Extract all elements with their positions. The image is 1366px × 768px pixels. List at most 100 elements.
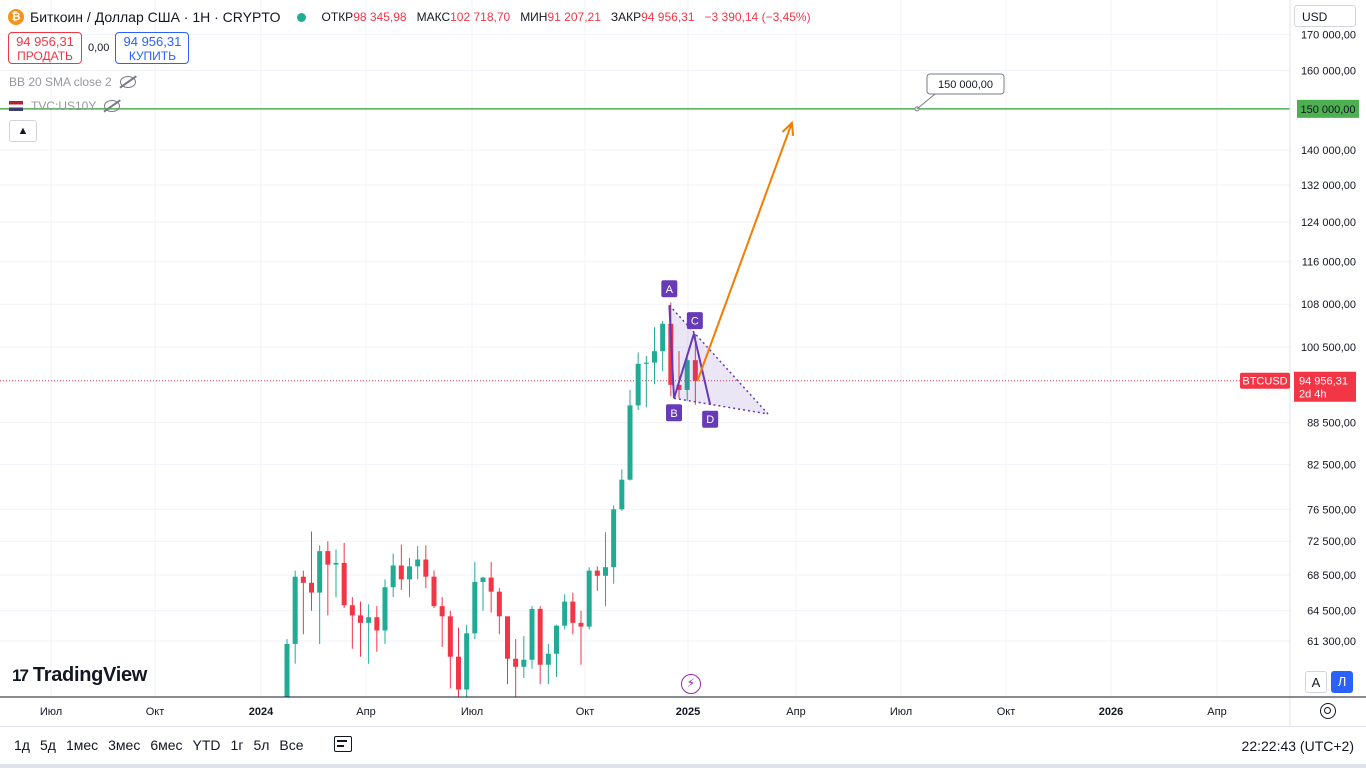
candle-body [472, 581, 478, 634]
currency-select[interactable]: USD [1294, 5, 1356, 27]
sell-button[interactable]: 94 956,31 ПРОДАТЬ [8, 32, 82, 64]
y-tick-label: 116 000,00 [1302, 257, 1356, 269]
candle [407, 557, 412, 598]
candle [570, 592, 576, 635]
ohlc-values: ОТКР98 345,98 МАКС102 718,70 МИН91 207,2… [321, 10, 811, 24]
buy-button[interactable]: 94 956,31 КУПИТЬ [115, 32, 190, 64]
y-tick-label: 88 500,00 [1307, 418, 1356, 430]
range-1y[interactable]: 1г [230, 737, 244, 753]
eye-off-icon[interactable] [119, 76, 136, 88]
indicator-us10y[interactable]: TVC:US10Y [9, 99, 121, 113]
y-tick-label: 64 500,00 [1307, 606, 1356, 618]
candle-body [603, 567, 608, 576]
candle [431, 570, 437, 608]
candle [284, 639, 290, 697]
range-1m[interactable]: 1мес [65, 737, 99, 753]
candle-body [496, 591, 502, 617]
candle-body [578, 622, 584, 627]
projection-arrowhead [781, 120, 795, 136]
range-6m[interactable]: 6мес [150, 737, 183, 753]
calendar-range-icon[interactable] [334, 736, 352, 752]
y-tick-label: 132 000,00 [1301, 180, 1356, 192]
y-tick-label: 170 000,00 [1301, 29, 1356, 41]
candle [554, 624, 559, 677]
symbol-title[interactable]: Биткоин / Доллар США · 1Н · CRYPTO [30, 9, 281, 25]
candle [398, 544, 404, 590]
chevron-up-icon: ▲ [17, 125, 29, 137]
y-tick-label: 76 500,00 [1307, 504, 1356, 516]
candle-body [292, 576, 298, 644]
clock[interactable]: 22:22:43 (UTC+2) [1241, 738, 1354, 754]
x-tick-label: Окт [576, 706, 595, 718]
gear-icon[interactable] [1320, 703, 1336, 719]
candle [619, 469, 625, 511]
symbol-header[interactable]: ₿ Биткоин / Доллар США · 1Н · CRYPTO ОТК… [8, 6, 815, 28]
candle [382, 579, 388, 644]
candle [545, 643, 551, 685]
indicator-bb[interactable]: BB 20 SMA close 2 [9, 75, 136, 89]
candle [366, 604, 372, 664]
candle [349, 597, 355, 649]
candle-body [692, 360, 698, 381]
candle-body [456, 656, 461, 690]
trade-panel: 94 956,31 ПРОДАТЬ 0,00 94 956,31 КУПИТЬ [8, 32, 190, 64]
candle [660, 320, 666, 372]
candle-body [594, 570, 600, 576]
candle-body [333, 562, 339, 565]
candle-body [521, 659, 527, 667]
candle-body [652, 351, 657, 363]
range-selector: 1д 5д 1мес 3мес 6мес YTD 1г 5л Все [14, 737, 304, 753]
candle-body [300, 576, 306, 583]
candle [333, 549, 339, 598]
candle-body [374, 617, 380, 631]
market-status-icon[interactable] [296, 12, 306, 22]
lightning-icon[interactable]: ⚡ [681, 674, 701, 694]
range-ytd[interactable]: YTD [192, 737, 221, 753]
chart-grid [0, 0, 1290, 697]
candle [586, 567, 592, 630]
target-line-layer: 150 000,00 [0, 73, 1290, 112]
pattern-point-label: A [666, 284, 674, 296]
range-1d[interactable]: 1д [14, 737, 30, 753]
candle-body [284, 643, 290, 697]
candle [496, 588, 502, 635]
candle-body [513, 658, 519, 667]
candle-body [586, 570, 592, 627]
range-all[interactable]: Все [279, 737, 304, 753]
y-tick-label: 160 000,00 [1301, 65, 1356, 77]
candle-body [627, 405, 633, 480]
price-chart[interactable]: 150 000,00 A B C D 61 300,00 64 500,00 68 500… [0, 0, 1366, 726]
range-5d[interactable]: 5д [39, 737, 56, 753]
y-tick-label: 68 500,00 [1307, 570, 1356, 582]
bottom-toolbar: 1д 5д 1мес 3мес 6мес YTD 1г 5л Все 22:22… [0, 726, 1366, 765]
candle [578, 610, 584, 665]
candle-body [676, 384, 682, 390]
pattern-point-a: A [661, 280, 678, 298]
log-scale-button[interactable]: Л [1331, 671, 1353, 693]
candle [603, 532, 608, 607]
candle-body [537, 608, 543, 665]
pattern-point-label: D [706, 414, 714, 426]
auto-scale-button[interactable]: A [1305, 671, 1327, 693]
candle [529, 606, 535, 669]
candle [456, 627, 461, 697]
callout-box [926, 73, 1005, 95]
range-5y[interactable]: 5л [253, 737, 270, 753]
candle [594, 566, 600, 591]
lower-trendline [673, 397, 769, 415]
collapse-legend-button[interactable]: ▲ [9, 120, 37, 142]
price-axis: 61 300,00 64 500,00 68 500,00 72 500,00 76 5… [1301, 29, 1356, 648]
eye-off-icon[interactable] [104, 100, 121, 112]
pattern-point-c: C [686, 312, 703, 330]
callout-pointer [916, 93, 936, 110]
tradingview-logo[interactable]: 17 TradingView [12, 664, 148, 686]
range-3m[interactable]: 3мес [108, 737, 141, 753]
countdown-label: 2d 4h [1299, 389, 1327, 401]
x-tick-label: Июл [40, 706, 62, 718]
callout-label: 150 000,00 [938, 79, 993, 91]
candle-body [635, 363, 641, 406]
candle-body [349, 605, 355, 616]
projection-arrow [696, 120, 795, 382]
candle [652, 327, 657, 385]
candle-body [660, 323, 666, 352]
